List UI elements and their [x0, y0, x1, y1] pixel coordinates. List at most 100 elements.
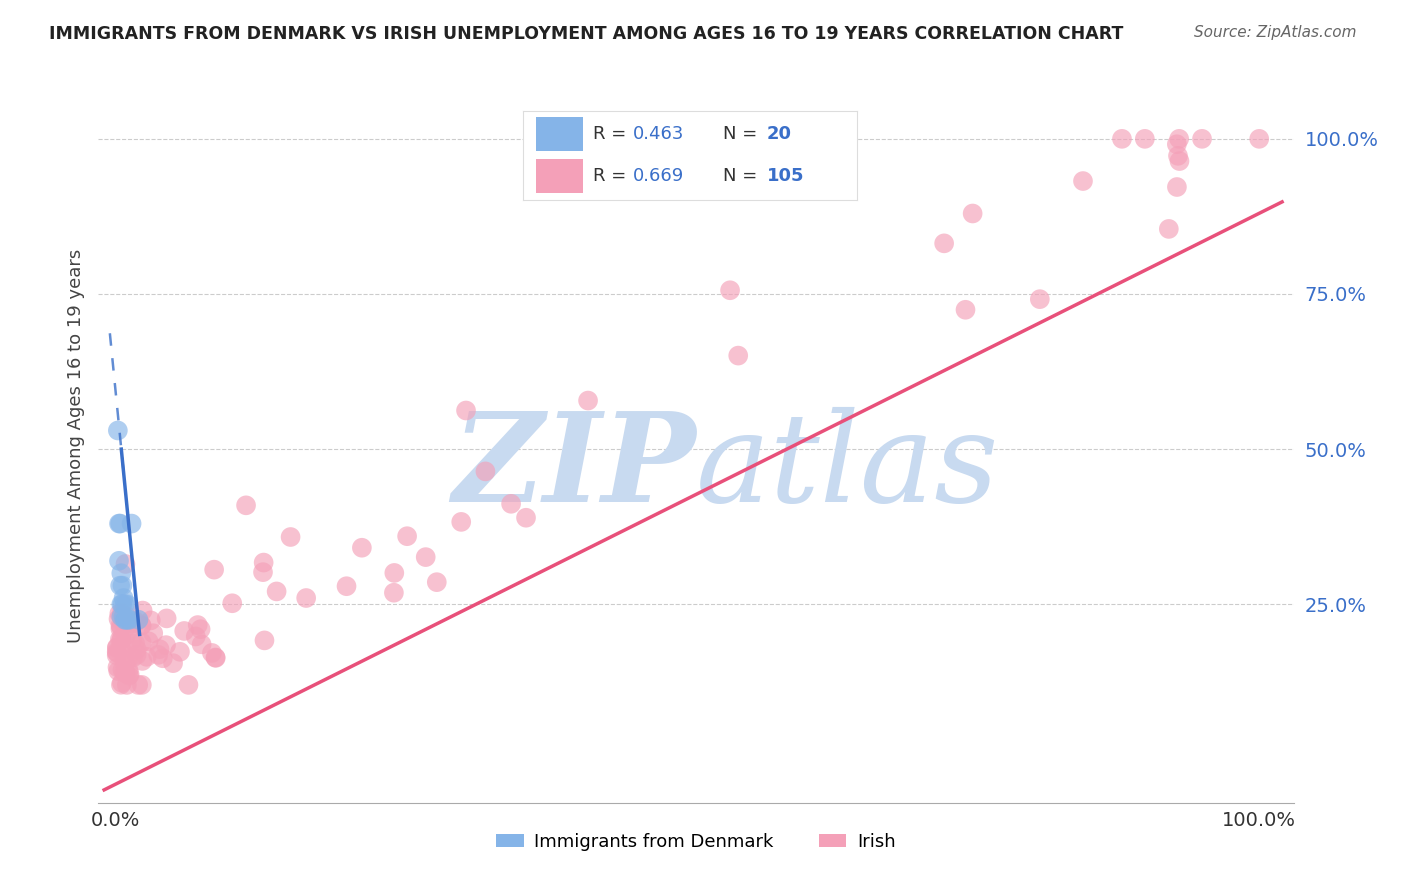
Point [1133, 132, 1156, 146]
Point [125, 615, 148, 629]
Point [1166, 137, 1188, 152]
Point [117, 664, 139, 678]
Point [115, 666, 138, 681]
Point [105, 646, 128, 660]
Point [114, 557, 136, 571]
Point [727, 349, 749, 363]
Point [190, 622, 212, 636]
Point [962, 206, 984, 220]
Point [131, 654, 153, 668]
Y-axis label: Unemployment Among Ages 16 to 19 years: Unemployment Among Ages 16 to 19 years [66, 249, 84, 643]
Point [118, 667, 141, 681]
Point [474, 464, 496, 478]
Point [108, 554, 131, 568]
Point [110, 633, 132, 648]
Point [1111, 132, 1133, 146]
Point [129, 618, 152, 632]
Point [934, 236, 956, 251]
Point [107, 660, 129, 674]
Text: atlas: atlas [696, 407, 1000, 528]
Point [115, 628, 138, 642]
Point [350, 541, 373, 555]
Point [110, 609, 132, 624]
Point [105, 641, 128, 656]
Point [107, 664, 129, 678]
Point [190, 637, 212, 651]
Point [955, 302, 977, 317]
Text: IMMIGRANTS FROM DENMARK VS IRISH UNEMPLOYMENT AMONG AGES 16 TO 19 YEARS CORRELAT: IMMIGRANTS FROM DENMARK VS IRISH UNEMPLO… [49, 25, 1123, 43]
Point [131, 618, 153, 632]
Point [202, 563, 225, 577]
Point [201, 646, 224, 660]
Point [426, 575, 449, 590]
Point [121, 632, 143, 647]
Point [266, 584, 288, 599]
Point [131, 678, 153, 692]
Point [1029, 292, 1052, 306]
Point [156, 611, 179, 625]
Point [121, 616, 143, 631]
Point [108, 579, 131, 593]
Point [295, 591, 318, 605]
Point [114, 613, 136, 627]
Point [450, 515, 472, 529]
Point [280, 530, 302, 544]
Point [515, 510, 537, 524]
Point [108, 607, 131, 621]
Point [1157, 222, 1180, 236]
Point [112, 609, 135, 624]
Point [110, 678, 132, 692]
Point [112, 647, 135, 661]
Point [121, 516, 143, 531]
Point [117, 613, 139, 627]
Point [125, 648, 148, 662]
Point [501, 497, 523, 511]
Point [1168, 154, 1191, 169]
Point [1071, 174, 1094, 188]
Point [131, 635, 153, 649]
Point [148, 642, 170, 657]
Point [114, 621, 136, 635]
Point [110, 620, 132, 634]
Point [382, 585, 405, 599]
Point [718, 283, 741, 297]
Point [152, 651, 174, 665]
Point [107, 612, 129, 626]
Point [235, 499, 257, 513]
Point [335, 579, 357, 593]
Point [118, 669, 141, 683]
Point [110, 618, 132, 632]
Point [105, 640, 128, 655]
Point [108, 516, 131, 531]
Point [105, 645, 128, 659]
Point [114, 597, 136, 611]
Point [184, 629, 207, 643]
Point [187, 618, 209, 632]
Point [111, 579, 134, 593]
Point [127, 678, 149, 692]
Point [382, 566, 405, 580]
Point [138, 634, 160, 648]
Point [162, 656, 184, 670]
Point [105, 648, 128, 663]
Point [111, 597, 134, 611]
Point [111, 663, 134, 677]
Point [155, 638, 177, 652]
Point [1191, 132, 1213, 146]
Point [111, 606, 134, 620]
Point [107, 424, 129, 438]
Point [253, 633, 276, 648]
Point [142, 626, 165, 640]
Point [108, 632, 131, 647]
Point [118, 613, 141, 627]
Point [115, 609, 138, 624]
Point [117, 651, 139, 665]
Point [415, 550, 437, 565]
Point [454, 403, 477, 417]
Point [169, 645, 191, 659]
Text: Source: ZipAtlas.com: Source: ZipAtlas.com [1194, 25, 1357, 40]
Point [139, 613, 162, 627]
Point [127, 613, 149, 627]
Text: ZIP: ZIP [453, 407, 696, 528]
Point [204, 650, 226, 665]
